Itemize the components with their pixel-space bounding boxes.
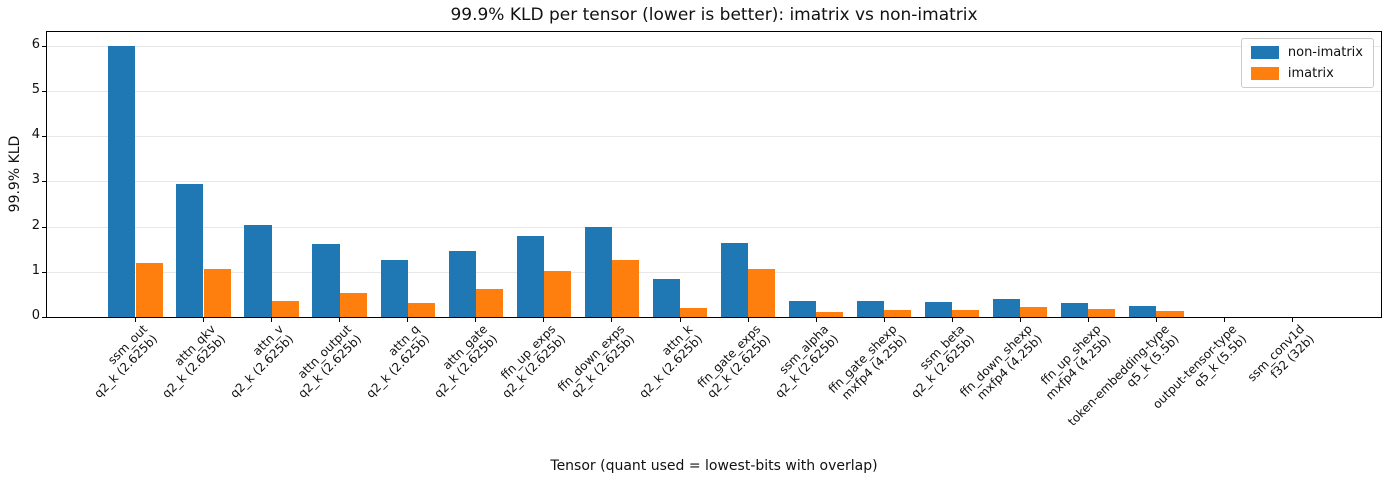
legend-item-imatrix: imatrix: [1250, 66, 1363, 81]
bar-imatrix-ffn_down_shexp: [1020, 306, 1048, 317]
legend-swatch-imatrix: [1250, 67, 1279, 80]
bar-imatrix-attn_q: [407, 302, 435, 317]
bar-imatrix-attn_output: [339, 292, 367, 317]
bar-imatrix-attn_v: [271, 301, 299, 317]
gridline-y-3: [47, 181, 1381, 183]
x-tick-label-ssm_conv1d: ssm_conv1d f32 (32b): [1245, 322, 1318, 395]
y-tick-4: [42, 136, 46, 137]
y-tick-label-4: 4: [31, 127, 40, 142]
legend-label-non-imatrix: non-imatrix: [1287, 45, 1363, 60]
bar-imatrix-ffn_up_shexp: [1088, 309, 1116, 317]
x-tick-attn_q: [407, 318, 409, 322]
x-tick-label-ffn_gate_exps: ffn_gate_exps q2_k (2.625b): [694, 322, 773, 401]
bar-non-imatrix-attn_v: [244, 225, 272, 317]
bar-imatrix-ffn_gate_exps: [748, 269, 776, 317]
bar-non-imatrix-ffn_down_exps: [584, 227, 612, 317]
bar-imatrix-ffn_gate_shexp: [884, 310, 912, 317]
bar-non-imatrix-ffn_up_shexp: [1061, 303, 1089, 317]
gridline-y-5: [47, 90, 1381, 92]
x-tick-ffn_down_exps: [611, 318, 613, 322]
bar-imatrix-attn_k: [680, 308, 708, 317]
bar-imatrix-ssm_alpha: [816, 311, 844, 317]
y-tick-3: [42, 181, 46, 183]
y-tick-label-5: 5: [31, 81, 40, 97]
y-tick-label-6: 6: [31, 36, 40, 52]
x-tick-attn_gate: [475, 318, 477, 322]
x-tick-label-attn_v: attn_v q2_k (2.625b): [218, 322, 297, 401]
y-tick-2: [42, 226, 46, 228]
y-tick-label-3: 3: [31, 172, 40, 188]
gridline-y-6: [47, 45, 1381, 47]
bar-imatrix-ffn_up_exps: [543, 270, 571, 317]
x-tick-label-ffn_gate_shexp: ffn_gate_shexp mxfp4 (4.25b): [825, 322, 909, 406]
legend-label-imatrix: imatrix: [1287, 66, 1334, 81]
bar-non-imatrix-ssm_alpha: [788, 301, 817, 317]
bar-imatrix-ssm_beta: [952, 309, 980, 317]
x-tick-ffn_gate_exps: [747, 318, 749, 322]
x-axis-label: Tensor (quant used = lowest-bits with ov…: [550, 458, 878, 474]
bar-imatrix-ffn_down_exps: [611, 259, 640, 317]
gridline-y-2: [47, 226, 1381, 228]
chart-title: 99.9% KLD per tensor (lower is better): …: [450, 5, 978, 25]
x-tick-label-attn_qkv: attn_qkv q2_k (2.625b): [150, 322, 229, 401]
bar-non-imatrix-attn_gate: [448, 250, 476, 317]
x-tick-token-embedding-type: [1155, 318, 1157, 322]
x-tick-attn_v: [271, 318, 273, 322]
x-tick-attn_output: [339, 318, 341, 322]
x-tick-ffn_up_exps: [543, 318, 545, 322]
legend-swatch-non-imatrix: [1250, 46, 1279, 59]
x-tick-attn_qkv: [203, 318, 204, 322]
gridline-y-4: [47, 136, 1381, 137]
x-tick-ssm_conv1d: [1292, 318, 1293, 322]
bar-non-imatrix-attn_qkv: [176, 183, 204, 317]
y-tick-5: [42, 90, 46, 92]
y-tick-1: [42, 271, 46, 273]
x-tick-label-attn_output: attn_output q2_k (2.625b): [286, 322, 365, 401]
x-tick-label-ssm_out: ssm_out q2_k (2.625b): [82, 322, 161, 401]
bar-imatrix-attn_qkv: [203, 268, 231, 317]
y-tick-label-1: 1: [31, 262, 40, 278]
bar-non-imatrix-ffn_up_exps: [516, 236, 544, 317]
bar-imatrix-ssm_out: [135, 263, 163, 317]
bar-non-imatrix-ffn_gate_shexp: [856, 301, 885, 317]
x-tick-label-ffn_up_exps: ffn_up_exps q2_k (2.625b): [490, 322, 569, 401]
bar-non-imatrix-attn_k: [652, 279, 680, 317]
y-tick-label-2: 2: [31, 217, 40, 233]
y-tick-0: [42, 317, 46, 318]
legend: non-imatrix imatrix: [1240, 38, 1374, 88]
bar-imatrix-attn_gate: [475, 289, 503, 317]
x-tick-label-attn_gate: attn_gate q2_k (2.625b): [422, 322, 501, 401]
x-tick-label-attn_q: attn_q q2_k (2.625b): [354, 322, 433, 401]
x-tick-ffn_gate_shexp: [883, 318, 885, 322]
x-tick-ssm_alpha: [815, 318, 817, 322]
bar-non-imatrix-token-embedding-type: [1129, 306, 1157, 317]
bar-non-imatrix-attn_output: [312, 243, 340, 317]
bar-non-imatrix-ffn_down_shexp: [993, 299, 1021, 317]
x-tick-ssm_out: [135, 318, 136, 322]
x-tick-ssm_beta: [951, 318, 953, 322]
bar-imatrix-token-embedding-type: [1156, 311, 1184, 317]
x-tick-label-attn_k: attn_k q2_k (2.625b): [626, 322, 705, 401]
bar-non-imatrix-ssm_out: [108, 46, 136, 317]
x-tick-attn_k: [679, 318, 681, 322]
x-tick-label-ffn_down_exps: ffn_down_exps q2_k (2.625b): [554, 322, 637, 405]
legend-item-non-imatrix: non-imatrix: [1250, 45, 1363, 60]
bar-non-imatrix-ffn_gate_exps: [720, 242, 748, 317]
bar-non-imatrix-attn_q: [380, 259, 408, 317]
y-tick-6: [42, 45, 46, 47]
x-tick-output-tensor-type: [1224, 318, 1225, 322]
gridline-y-1: [47, 271, 1381, 273]
x-tick-ffn_down_shexp: [1019, 318, 1021, 322]
x-tick-ffn_up_shexp: [1087, 318, 1089, 322]
y-tick-label-0: 0: [31, 308, 40, 323]
bar-non-imatrix-ssm_beta: [925, 302, 953, 317]
